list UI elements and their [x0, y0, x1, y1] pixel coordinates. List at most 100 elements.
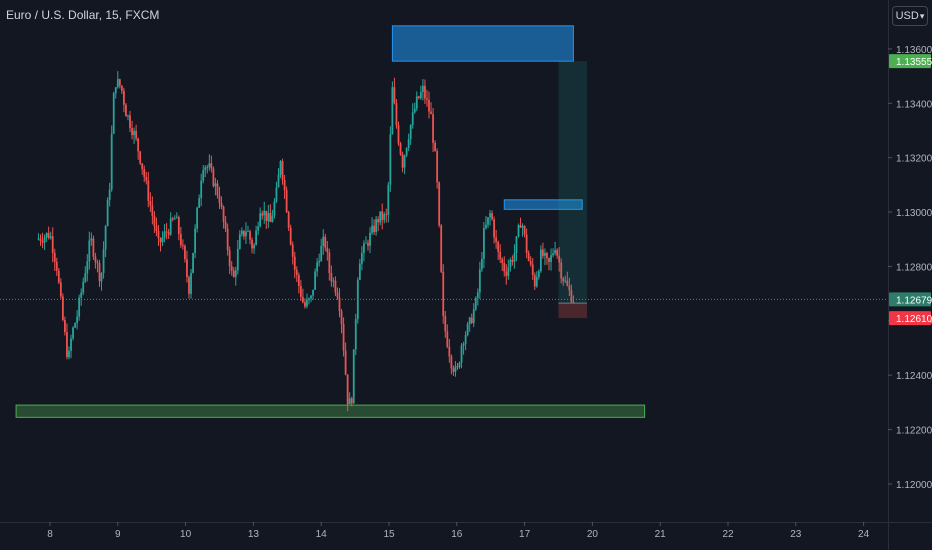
candle-body: [568, 285, 571, 291]
candle-body: [224, 221, 227, 229]
chevron-down-icon: ▾: [919, 11, 925, 21]
candle-body: [253, 244, 255, 249]
candle-body: [438, 182, 441, 226]
price-tick-label: 1.13200: [896, 154, 932, 165]
candle-body: [104, 226, 107, 250]
candle-body: [39, 238, 42, 242]
candle-body: [277, 174, 280, 188]
long-position-loss-area: [558, 303, 587, 319]
time-tick-label: 16: [451, 529, 463, 540]
candle-body: [202, 170, 205, 181]
candle-body: [338, 297, 341, 312]
candle-body: [127, 115, 129, 117]
candle-body: [354, 319, 357, 350]
time-axis[interactable]: 8 9 10 13 14 15 16 17 20 21 22 23 24: [47, 522, 870, 540]
candle-body: [76, 316, 79, 324]
candle-body: [228, 250, 231, 267]
candle-body: [222, 206, 225, 222]
candle-body: [460, 345, 463, 363]
candle-body: [271, 215, 274, 222]
price-tick-label: 1.13000: [896, 208, 932, 219]
candle-body: [497, 241, 500, 252]
candle-body: [316, 262, 319, 272]
candle-body: [554, 250, 557, 254]
candle-body: [352, 349, 355, 404]
price-tick-label: 1.13400: [896, 99, 932, 110]
candle-body: [304, 302, 306, 307]
price-axis[interactable]: 1.13600 1.13400 1.13200 1.13000 1.12800 1.126…: [888, 45, 932, 491]
candle-body: [88, 240, 91, 262]
candle-body: [403, 155, 406, 168]
candle-body: [428, 99, 430, 112]
candle-body: [116, 79, 119, 88]
candle-body: [226, 228, 229, 251]
candle-body: [43, 237, 46, 243]
candle-body: [68, 350, 70, 358]
resistance-zone: [503, 199, 583, 210]
candle-body: [72, 327, 74, 339]
candle-body: [139, 151, 142, 164]
candle-body: [395, 103, 398, 126]
candle-body: [163, 231, 166, 238]
candle-body: [269, 212, 272, 222]
candle-body: [61, 296, 64, 320]
candle-body: [363, 243, 365, 253]
candle-body: [493, 219, 495, 238]
candle-body: [106, 199, 109, 227]
candle-body: [411, 112, 414, 125]
candle-body: [310, 295, 312, 299]
candle-body: [426, 98, 428, 100]
candle-body: [165, 231, 168, 233]
candle-body: [80, 292, 83, 298]
price-badge-label: 1.13555: [896, 57, 932, 68]
candle-body: [531, 264, 534, 275]
candle-body: [525, 234, 528, 253]
candle-body: [527, 252, 530, 261]
candle-body: [214, 183, 217, 187]
candle-body: [70, 338, 72, 351]
candle-body: [240, 230, 243, 235]
candle-body: [295, 269, 298, 275]
candle-body: [78, 297, 81, 317]
candle-body: [533, 274, 536, 287]
candle-body: [45, 233, 48, 238]
currency-selector[interactable]: USD▾: [892, 6, 928, 26]
candle-body: [293, 256, 296, 270]
candle-body: [468, 317, 471, 324]
candle-body: [216, 183, 219, 196]
candle-body: [285, 189, 288, 213]
candle-body: [247, 231, 249, 232]
candle-body: [289, 227, 292, 245]
time-tick-label: 13: [248, 529, 260, 540]
candle-body: [415, 96, 418, 109]
price-tick-label: 1.12400: [896, 371, 932, 382]
candle-body: [556, 250, 559, 256]
time-tick-label: 24: [858, 529, 870, 540]
candle-body: [267, 212, 270, 221]
candle-body: [306, 300, 308, 307]
candle-body: [230, 266, 233, 271]
candle-body: [326, 247, 329, 253]
candle-body: [371, 225, 373, 233]
candle-body: [55, 261, 58, 271]
candle-body: [47, 233, 50, 238]
time-tick-label: 8: [47, 529, 53, 540]
candle-body: [399, 143, 402, 155]
candle-body: [489, 213, 491, 218]
candle-body: [200, 180, 203, 199]
candle-body: [238, 234, 241, 249]
candle-body: [542, 249, 544, 256]
candle-body: [257, 226, 260, 231]
candle-body: [450, 356, 453, 369]
candle-body: [291, 244, 294, 257]
candle-body: [212, 168, 215, 187]
price-badge-label: 1.12679: [896, 295, 932, 306]
candle-body: [513, 253, 516, 262]
symbol-title: Euro / U.S. Dollar, 15, FXCM: [6, 8, 160, 22]
price-badge: [889, 292, 931, 307]
candle-body: [234, 270, 237, 277]
candle-body: [472, 309, 475, 324]
candle-body: [41, 241, 44, 243]
